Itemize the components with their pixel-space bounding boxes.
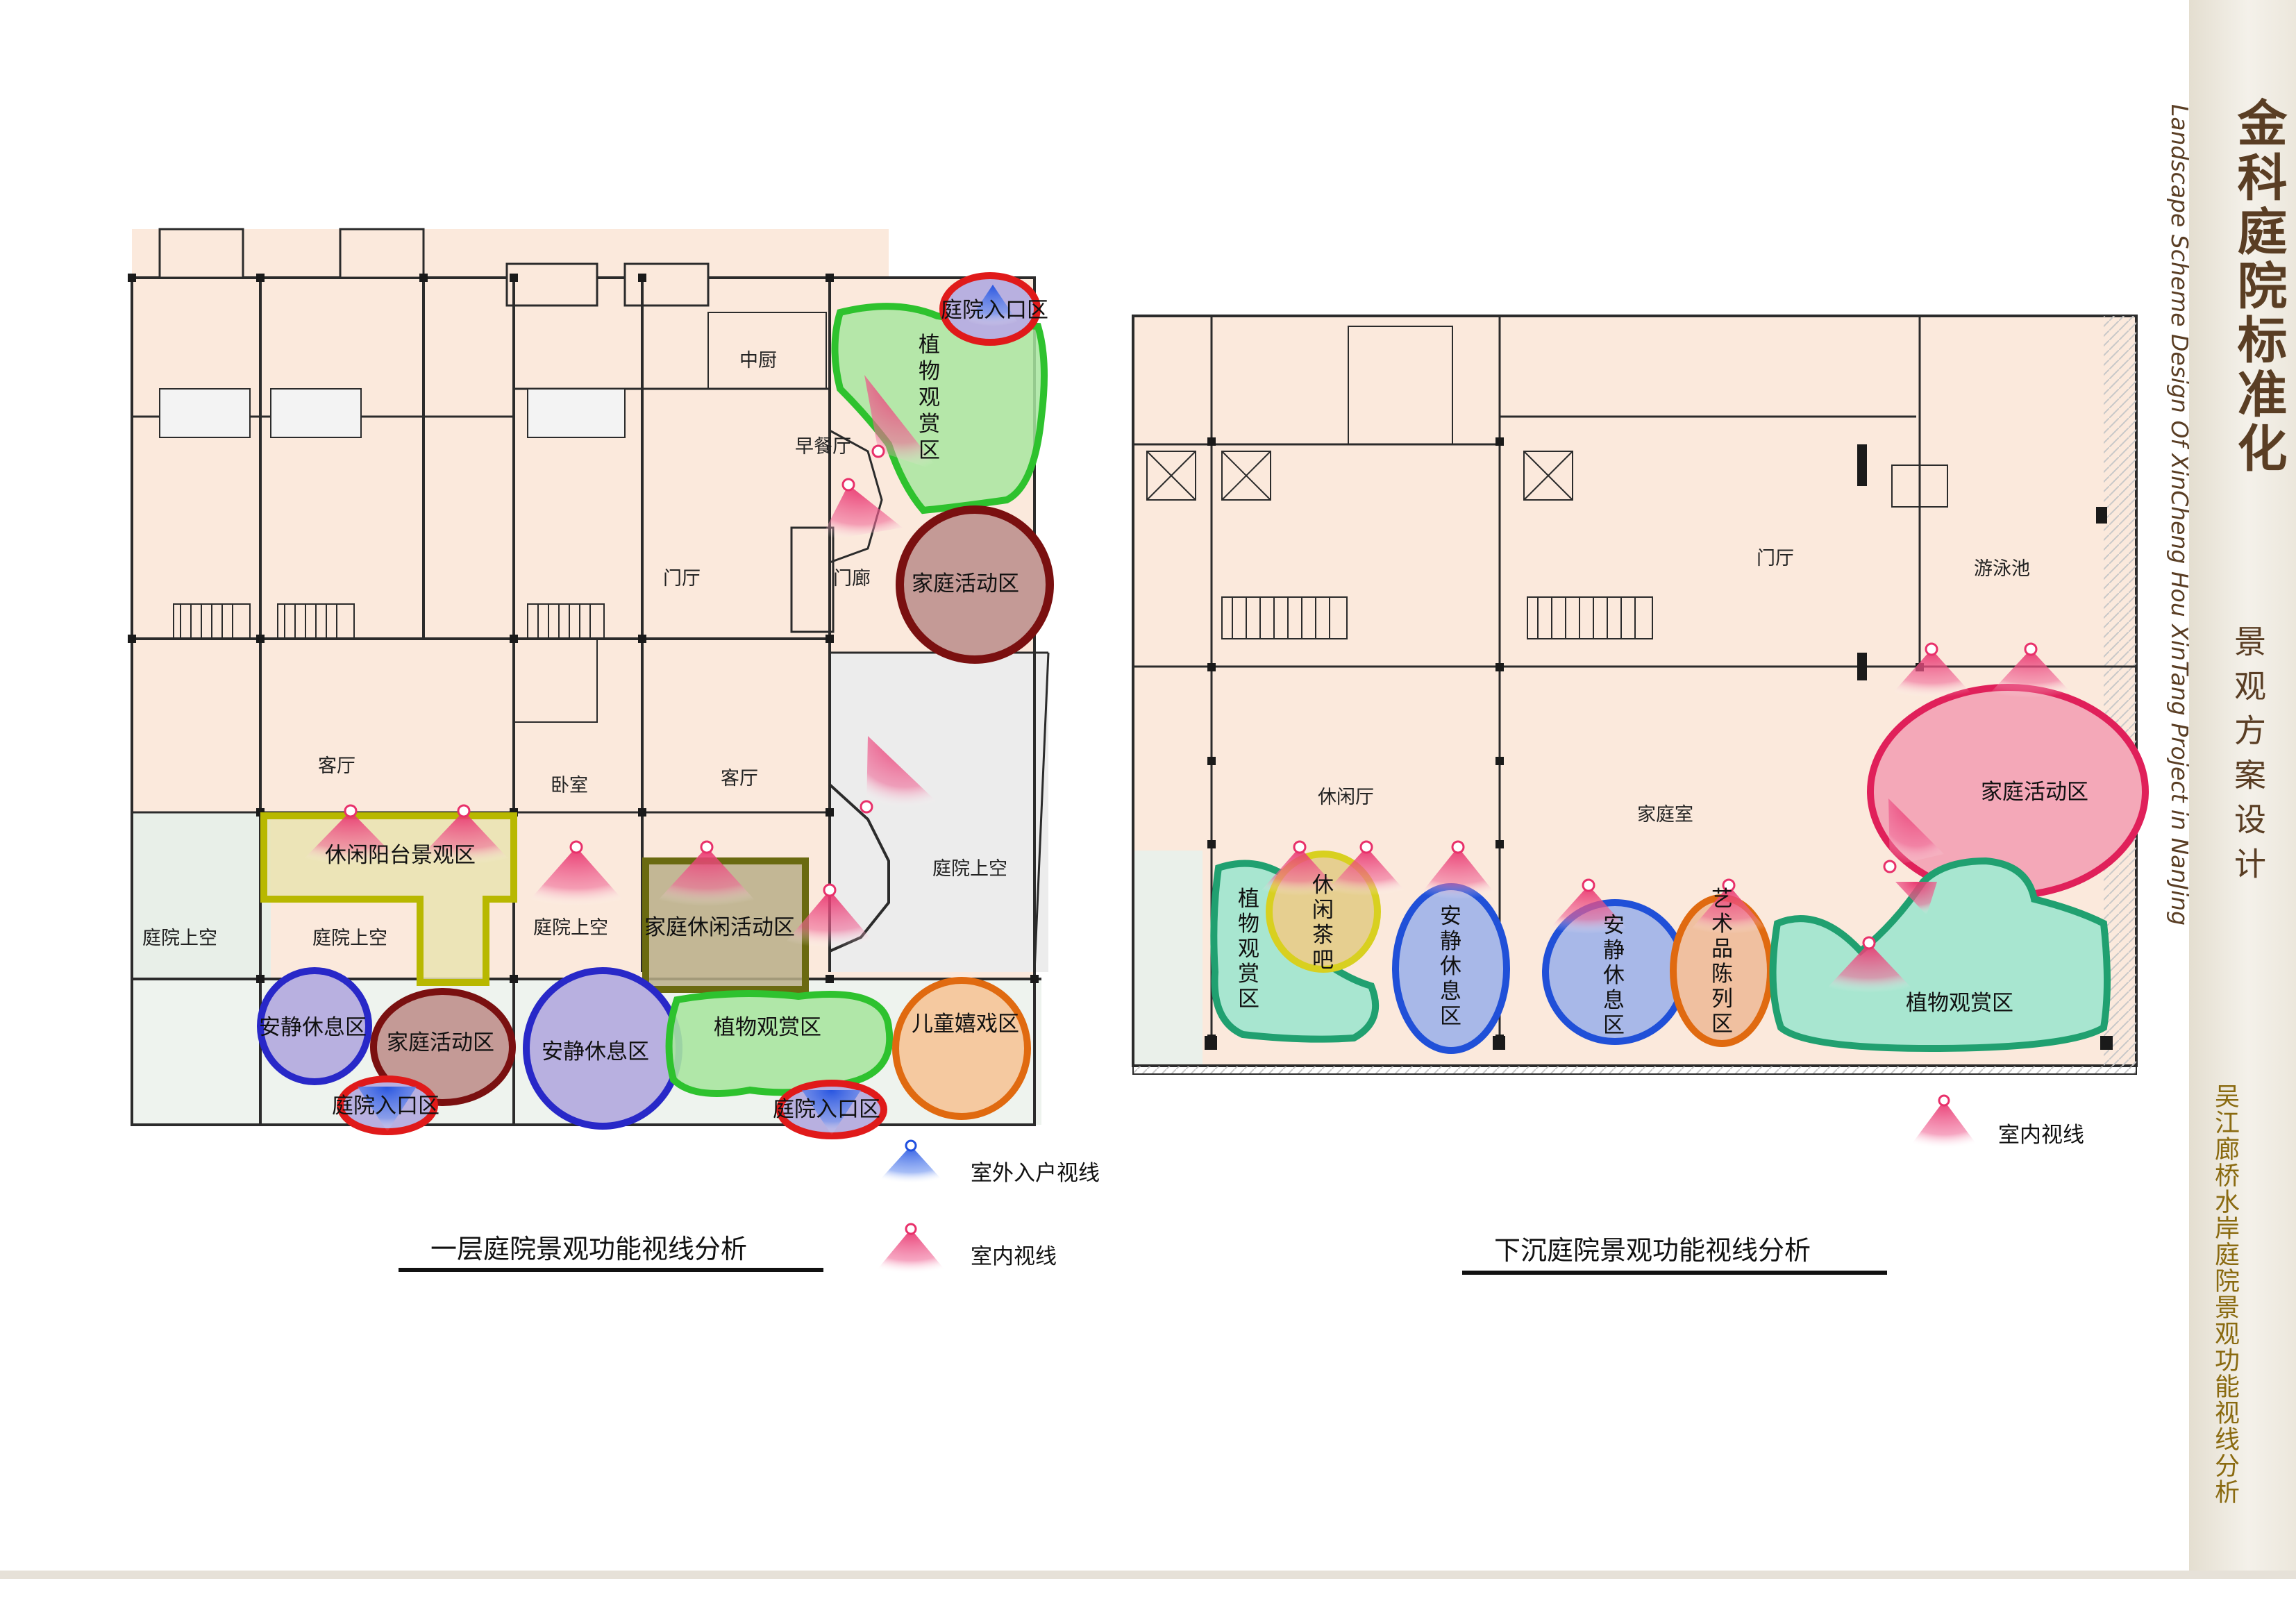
zone-plant-view-v: 植 物 观 赏 区 bbox=[919, 333, 947, 463]
plan2-legend: 室内视线 bbox=[1908, 1094, 2084, 1149]
footer-band bbox=[0, 1571, 2296, 1579]
zone-entry-mid: 庭院入口区 bbox=[773, 1097, 880, 1122]
legend-indoor: 室内视线 bbox=[971, 1244, 1057, 1269]
legend2-indoor: 室内视线 bbox=[1998, 1123, 2084, 1148]
plan1-caption-rule bbox=[399, 1268, 823, 1272]
zone2-plant-view-v: 植物 观赏 区 bbox=[1238, 887, 1266, 1012]
zone-balcony: 休闲阳台景观区 bbox=[325, 843, 476, 868]
room-keting-a: 客厅 bbox=[318, 755, 355, 777]
room-tingyuan-d: 庭院上空 bbox=[932, 858, 1007, 880]
zone-leisure-act: 家庭休闲活动区 bbox=[644, 915, 795, 940]
plan2-zones bbox=[1210, 684, 2149, 1054]
room-woshi: 卧室 bbox=[551, 775, 588, 796]
zone2-quiet-a: 安静 休息 区 bbox=[1440, 904, 1468, 1029]
plan2-room-labels: 门厅 游泳池 休闲厅 家庭室 bbox=[1318, 548, 2030, 826]
room2-jiatingshi: 家庭室 bbox=[1637, 804, 1693, 826]
zone2-quiet-b: 安静 休息 区 bbox=[1603, 913, 1632, 1038]
project-title: 吴江廊桥水岸庭院景观功能视线分析 bbox=[2211, 1083, 2239, 1505]
plan1-legend: 室外入户视线 室内视线 bbox=[873, 1139, 1100, 1274]
zone2-tea: 休闲 茶吧 bbox=[1312, 873, 1341, 973]
plan1-zone-labels: 庭院入口区 儿童嬉戏区 植物观赏区 安静休息区 家庭活动区 安静休息区 休闲阳台… bbox=[259, 298, 1048, 1122]
room2-youyongchi: 游泳池 bbox=[1974, 558, 2030, 580]
zone-entry-top: 庭院入口区 bbox=[941, 298, 1048, 323]
zone-kids: 儿童嬉戏区 bbox=[912, 1012, 1019, 1037]
room-zhongchu: 中厨 bbox=[739, 350, 777, 371]
english-title: Landscape Scheme Design Of XinCheng Hou … bbox=[2166, 104, 2193, 926]
room2-menting: 门厅 bbox=[1757, 548, 1794, 569]
legend-outdoor: 室外入户视线 bbox=[971, 1161, 1100, 1186]
plan2-sightlines bbox=[1257, 642, 2076, 993]
room-tingyuan-a: 庭院上空 bbox=[142, 928, 217, 949]
plan2-caption-rule bbox=[1462, 1271, 1887, 1275]
zone2-art: 艺术 品陈 列区 bbox=[1711, 887, 1740, 1037]
zone-quiet-a: 安静休息区 bbox=[259, 1015, 367, 1040]
zone-family-act-big: 家庭活动区 bbox=[912, 571, 1019, 596]
plan1-sightlines bbox=[299, 285, 1021, 1135]
zone-family-act-small: 家庭活动区 bbox=[387, 1030, 494, 1055]
zone-entry-left: 庭院入口区 bbox=[332, 1094, 439, 1119]
zone2-family-act: 家庭活动区 bbox=[1981, 780, 2088, 805]
room-tingyuan-b: 庭院上空 bbox=[312, 928, 387, 949]
room2-xiuxianting: 休闲厅 bbox=[1318, 787, 1374, 808]
plan2-zone-labels: 家庭活动区 植物观赏区 植物 观赏 区 休闲 茶吧 安静 休息 区 安静 休息 … bbox=[1238, 780, 2088, 1038]
plan2-caption: 下沉庭院景观功能视线分析 bbox=[1494, 1235, 1811, 1266]
sidebar-band bbox=[2189, 0, 2296, 1576]
scheme-title: 景观方案设计 bbox=[2229, 625, 2267, 891]
room-menting: 门厅 bbox=[663, 568, 701, 589]
zone2-plant-view-h: 植物观赏区 bbox=[1906, 991, 2013, 1016]
room-tingyuan-c: 庭院上空 bbox=[533, 917, 608, 939]
plan1-caption: 一层庭院景观功能视线分析 bbox=[430, 1234, 748, 1264]
plan1-room-labels: 中厨 早餐厅 门厅 门廊 客厅 卧室 客厅 庭院上空 庭院上空 庭院上空 庭院上… bbox=[142, 350, 1007, 949]
room-menlang: 门廊 bbox=[833, 568, 871, 589]
room-zaocanting: 早餐厅 bbox=[795, 436, 851, 458]
room-keting-b: 客厅 bbox=[721, 768, 758, 789]
zone-plant-view-h: 植物观赏区 bbox=[714, 1015, 821, 1040]
brand-title: 金科庭院标准化 bbox=[2229, 97, 2288, 476]
zone-quiet-b: 安静休息区 bbox=[542, 1039, 649, 1064]
